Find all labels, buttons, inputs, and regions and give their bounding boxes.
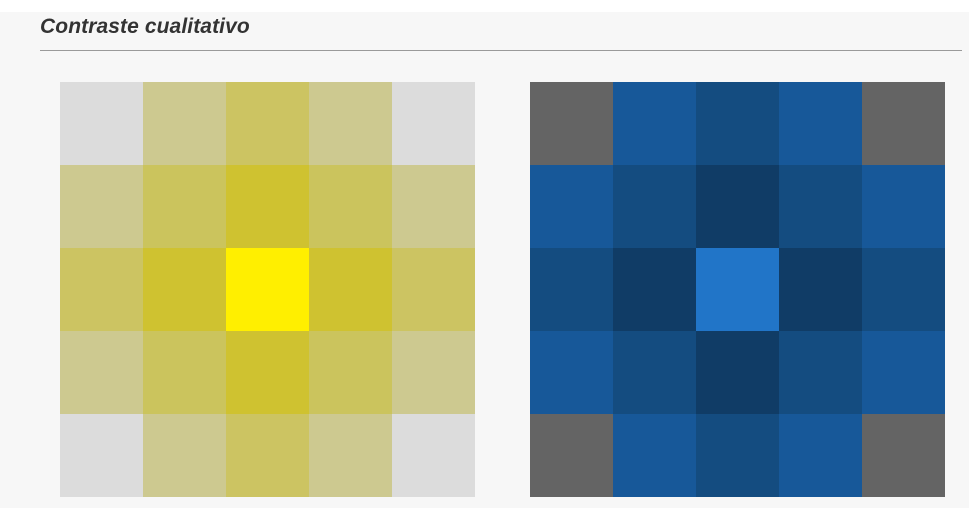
yellow-grid-cell-r3-c5 <box>392 248 475 331</box>
yellow-grid-cell-r2-c1 <box>60 165 143 248</box>
blue-grid-cell-r1-c2 <box>613 82 696 165</box>
blue-contrast-grid <box>530 82 945 497</box>
blue-grid-cell-r2-c2 <box>613 165 696 248</box>
blue-grid-cell-r1-c4 <box>779 82 862 165</box>
yellow-grid-cell-r5-c3 <box>226 414 309 497</box>
blue-grid-cell-r4-c4 <box>779 331 862 414</box>
blue-grid-cell-r5-c2 <box>613 414 696 497</box>
blue-grid-cell-r5-c5 <box>862 414 945 497</box>
blue-grid-cell-r4-c3 <box>696 331 779 414</box>
blue-grid-cell-r5-c3 <box>696 414 779 497</box>
yellow-grid-cell-r5-c2 <box>143 414 226 497</box>
yellow-grid-cell-r1-c1 <box>60 82 143 165</box>
blue-grid-cell-r5-c1 <box>530 414 613 497</box>
yellow-grid-cell-r1-c4 <box>309 82 392 165</box>
yellow-grid-cell-r3-c2 <box>143 248 226 331</box>
yellow-grid-cell-r4-c3 <box>226 331 309 414</box>
blue-grid-cell-r3-c2 <box>613 248 696 331</box>
section-title: Contraste cualitativo <box>40 15 250 38</box>
yellow-grid-cell-r3-c3 <box>226 248 309 331</box>
yellow-grid-cell-r3-c4 <box>309 248 392 331</box>
blue-grid-cell-r4-c5 <box>862 331 945 414</box>
blue-grid-cell-r1-c5 <box>862 82 945 165</box>
yellow-grid-cell-r5-c1 <box>60 414 143 497</box>
blue-grid-cell-r3-c3 <box>696 248 779 331</box>
blue-grid-cell-r5-c4 <box>779 414 862 497</box>
blue-grid-cell-r1-c3 <box>696 82 779 165</box>
yellow-contrast-grid <box>60 82 475 497</box>
blue-grid-cell-r4-c2 <box>613 331 696 414</box>
blue-grid-cell-r3-c1 <box>530 248 613 331</box>
blue-grid-cell-r2-c3 <box>696 165 779 248</box>
blue-grid-cell-r3-c4 <box>779 248 862 331</box>
yellow-grid-cell-r1-c2 <box>143 82 226 165</box>
blue-grid-cell-r2-c5 <box>862 165 945 248</box>
header-strip <box>0 0 969 12</box>
yellow-grid-cell-r4-c1 <box>60 331 143 414</box>
yellow-grid-cell-r2-c5 <box>392 165 475 248</box>
yellow-grid-cell-r4-c4 <box>309 331 392 414</box>
yellow-grid-cell-r2-c2 <box>143 165 226 248</box>
yellow-grid-cell-r4-c2 <box>143 331 226 414</box>
blue-grid-cell-r2-c4 <box>779 165 862 248</box>
title-divider <box>40 50 962 51</box>
blue-grid-cell-r3-c5 <box>862 248 945 331</box>
yellow-grid-cell-r2-c3 <box>226 165 309 248</box>
blue-grid-cell-r1-c1 <box>530 82 613 165</box>
yellow-grid-cell-r5-c4 <box>309 414 392 497</box>
yellow-grid-cell-r3-c1 <box>60 248 143 331</box>
blue-grid-cell-r4-c1 <box>530 331 613 414</box>
yellow-grid-cell-r5-c5 <box>392 414 475 497</box>
yellow-grid-cell-r2-c4 <box>309 165 392 248</box>
yellow-grid-cell-r1-c3 <box>226 82 309 165</box>
yellow-grid-cell-r4-c5 <box>392 331 475 414</box>
yellow-grid-cell-r1-c5 <box>392 82 475 165</box>
blue-grid-cell-r2-c1 <box>530 165 613 248</box>
